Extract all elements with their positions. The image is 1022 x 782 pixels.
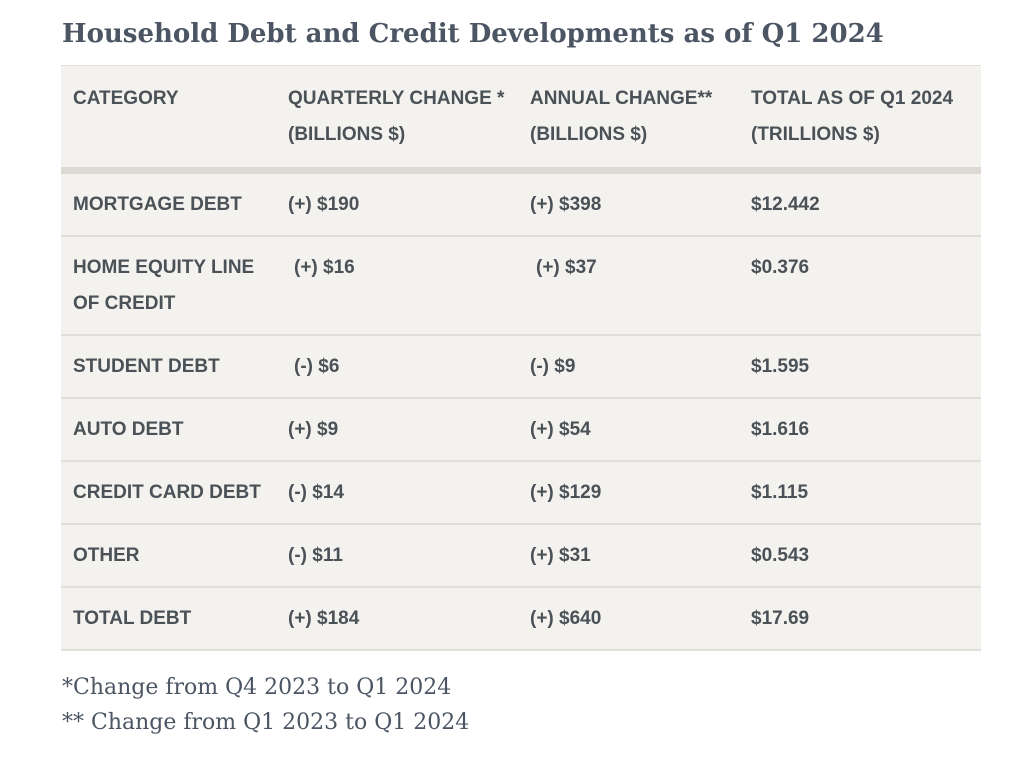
annual-change-cell: (+) $31 bbox=[518, 524, 739, 588]
table-row: HOME EQUITY LINE OF CREDIT (+) $16 (+) $… bbox=[61, 236, 981, 336]
category-cell: TOTAL DEBT bbox=[61, 587, 276, 651]
category-cell: AUTO DEBT bbox=[61, 398, 276, 462]
category-cell: CREDIT CARD DEBT bbox=[61, 461, 276, 525]
header-annual-change: ANNUAL CHANGE** (BILLIONS $) bbox=[518, 65, 739, 174]
quarterly-change-cell: (+) $184 bbox=[276, 587, 518, 651]
category-cell: HOME EQUITY LINE OF CREDIT bbox=[61, 236, 276, 336]
table-row: STUDENT DEBT (-) $6 (-) $9 $1.595 bbox=[61, 335, 981, 399]
total-cell: $12.442 bbox=[739, 170, 981, 237]
quarterly-change-cell: (-) $6 bbox=[276, 335, 518, 399]
quarterly-change-cell: (-) $14 bbox=[276, 461, 518, 525]
category-cell: MORTGAGE DEBT bbox=[61, 170, 276, 237]
page-title: Household Debt and Credit Developments a… bbox=[62, 19, 884, 49]
quarterly-change-cell: (+) $190 bbox=[276, 170, 518, 237]
header-quarterly-change: QUARTERLY CHANGE * (BILLIONS $) bbox=[276, 65, 518, 174]
total-cell: $1.616 bbox=[739, 398, 981, 462]
header-total: TOTAL AS OF Q1 2024 (TRILLIONS $) bbox=[739, 65, 981, 174]
table-row: AUTO DEBT (+) $9 (+) $54 $1.616 bbox=[61, 398, 981, 462]
annual-change-cell: (-) $9 bbox=[518, 335, 739, 399]
table-row: TOTAL DEBT (+) $184 (+) $640 $17.69 bbox=[61, 587, 981, 651]
table-header: CATEGORY QUARTERLY CHANGE * (BILLIONS $)… bbox=[61, 65, 981, 174]
total-cell: $17.69 bbox=[739, 587, 981, 651]
footnote-quarterly: *Change from Q4 2023 to Q1 2024 bbox=[62, 675, 452, 700]
category-cell: OTHER bbox=[61, 524, 276, 588]
category-cell: STUDENT DEBT bbox=[61, 335, 276, 399]
header-row: CATEGORY QUARTERLY CHANGE * (BILLIONS $)… bbox=[61, 65, 981, 174]
quarterly-change-cell: (-) $11 bbox=[276, 524, 518, 588]
total-cell: $1.595 bbox=[739, 335, 981, 399]
quarterly-change-cell: (+) $9 bbox=[276, 398, 518, 462]
table-row: OTHER (-) $11 (+) $31 $0.543 bbox=[61, 524, 981, 588]
footnotes: *Change from Q4 2023 to Q1 2024 ** Chang… bbox=[62, 670, 469, 740]
table-row: MORTGAGE DEBT (+) $190 (+) $398 $12.442 bbox=[61, 170, 981, 237]
annual-change-cell: (+) $398 bbox=[518, 170, 739, 237]
header-category: CATEGORY bbox=[61, 65, 276, 174]
annual-change-cell: (+) $129 bbox=[518, 461, 739, 525]
annual-change-cell: (+) $54 bbox=[518, 398, 739, 462]
table-body: MORTGAGE DEBT (+) $190 (+) $398 $12.442 … bbox=[61, 170, 981, 651]
table-row: CREDIT CARD DEBT (-) $14 (+) $129 $1.115 bbox=[61, 461, 981, 525]
total-cell: $1.115 bbox=[739, 461, 981, 525]
annual-change-cell: (+) $640 bbox=[518, 587, 739, 651]
debt-table: CATEGORY QUARTERLY CHANGE * (BILLIONS $)… bbox=[61, 65, 981, 651]
total-cell: $0.543 bbox=[739, 524, 981, 588]
annual-change-cell: (+) $37 bbox=[518, 236, 739, 336]
footnote-annual: ** Change from Q1 2023 to Q1 2024 bbox=[62, 710, 470, 735]
quarterly-change-cell: (+) $16 bbox=[276, 236, 518, 336]
total-cell: $0.376 bbox=[739, 236, 981, 336]
